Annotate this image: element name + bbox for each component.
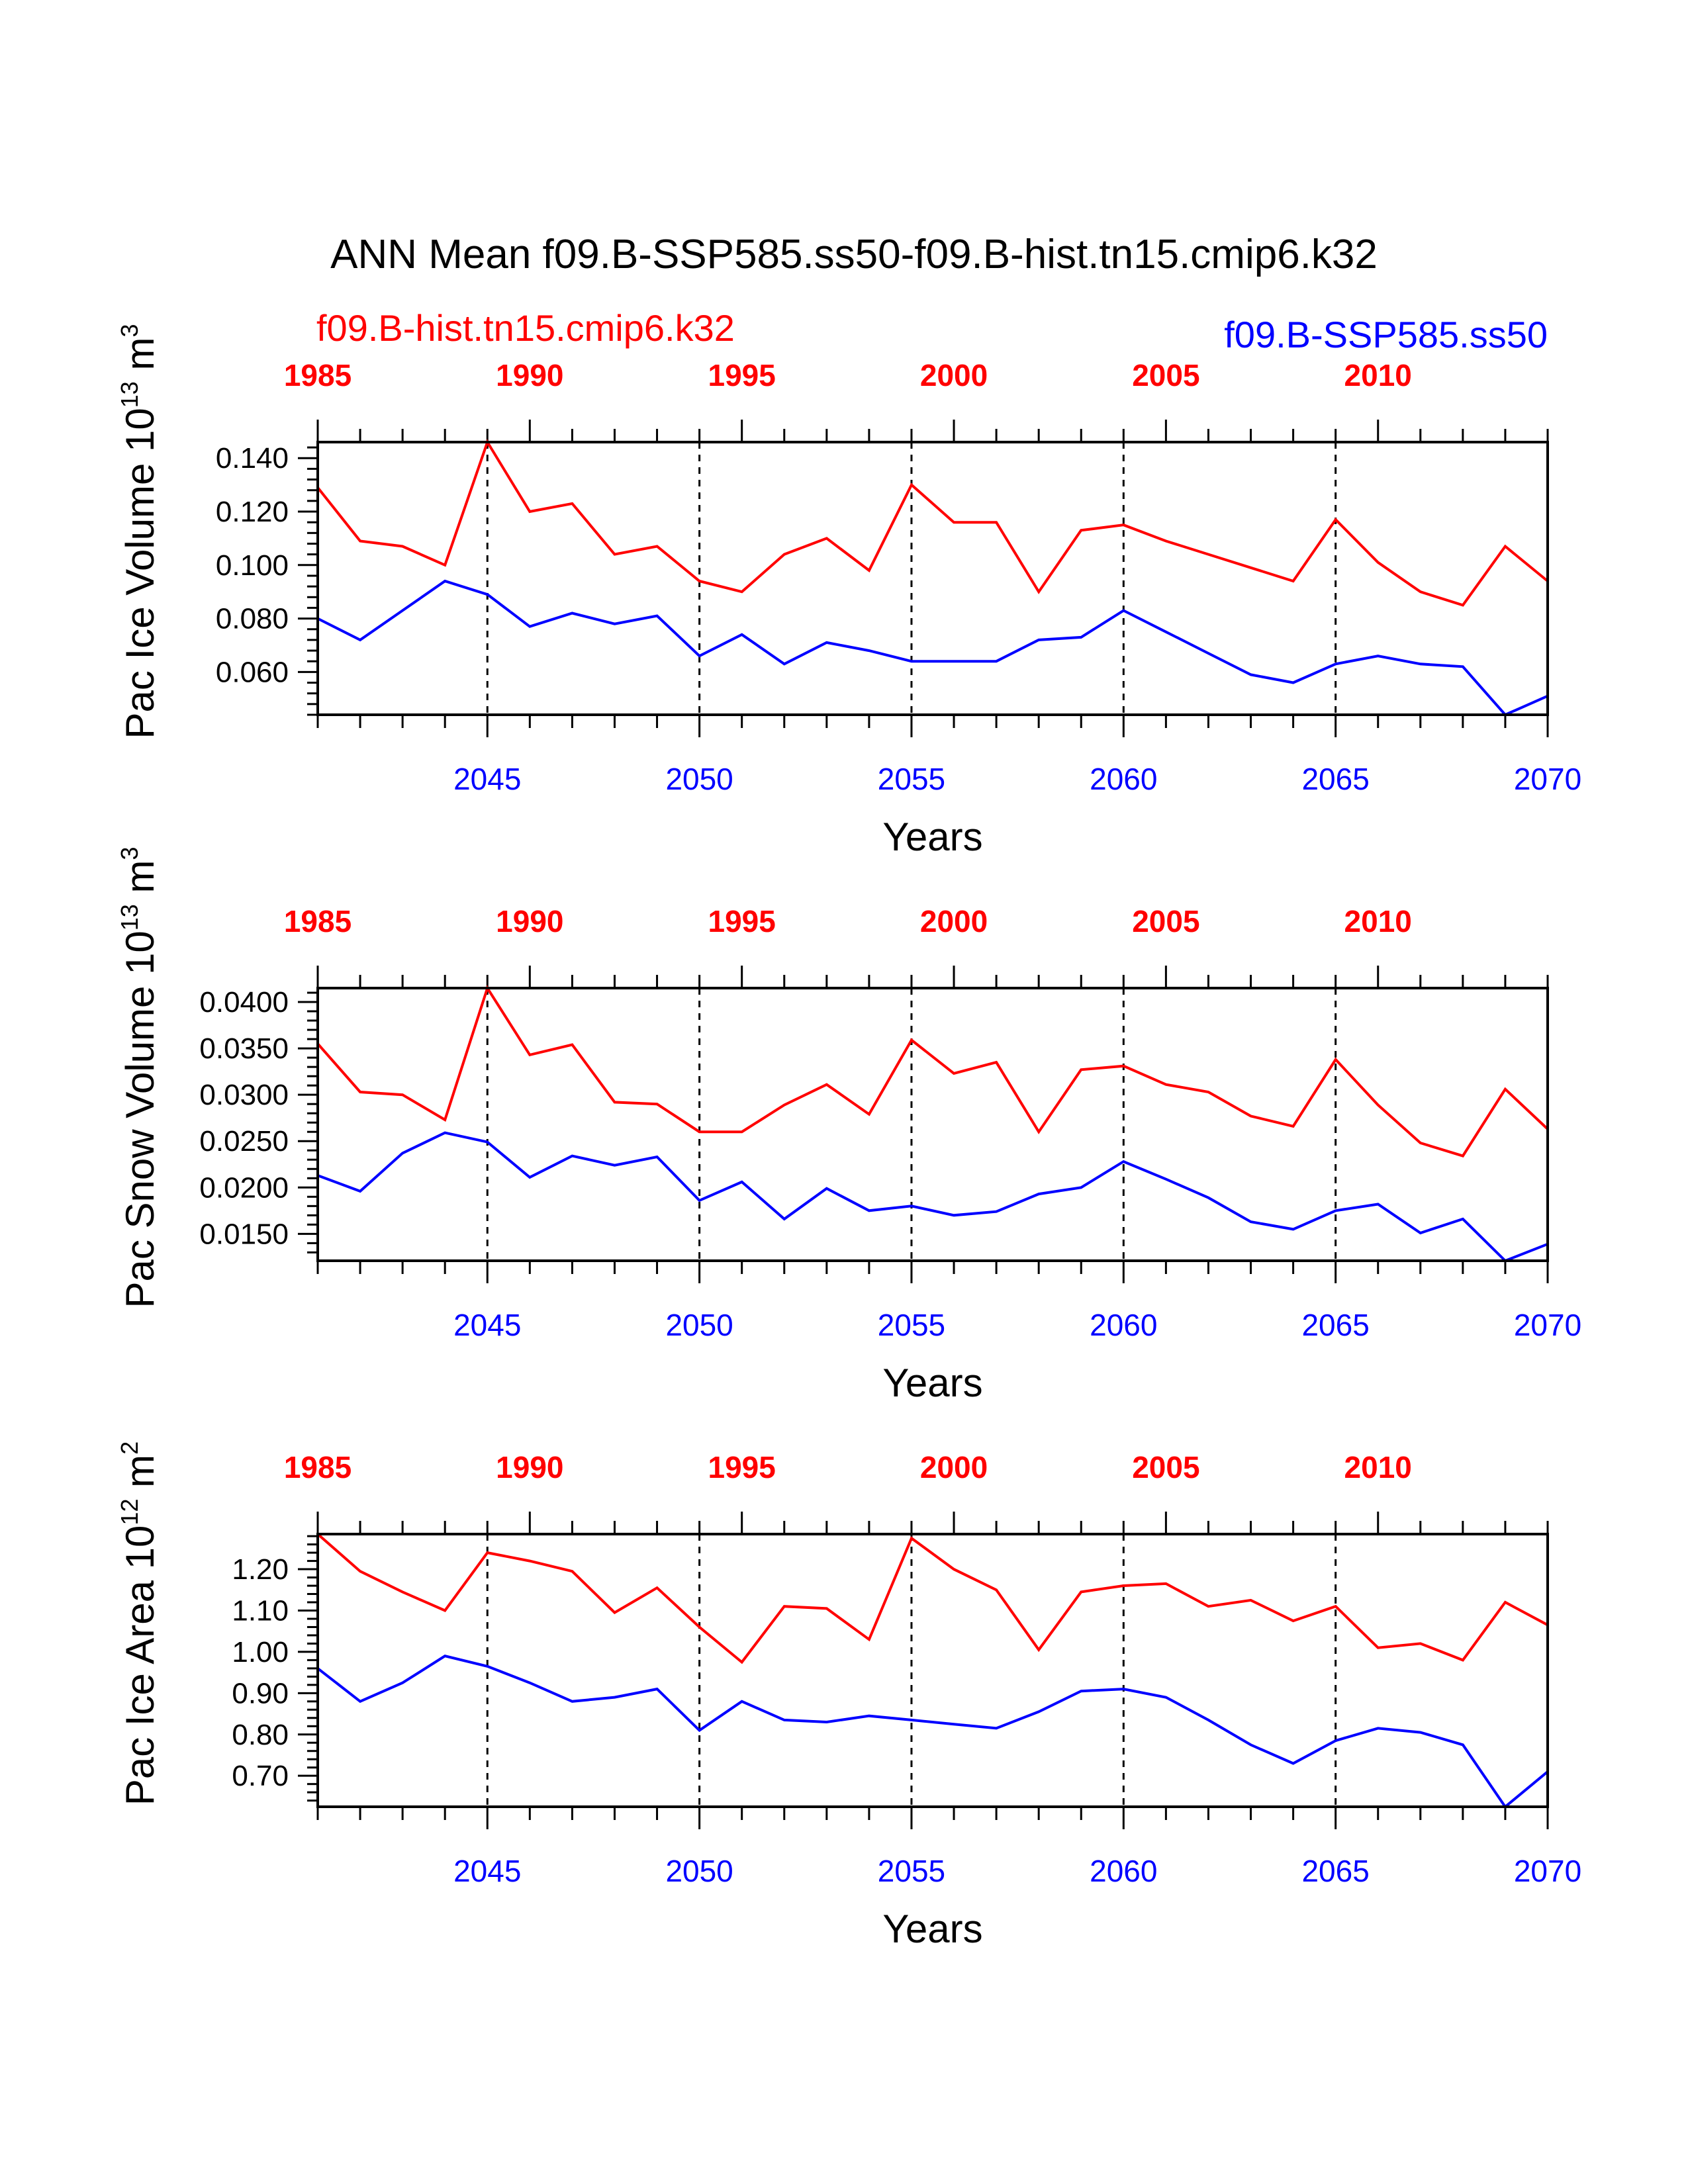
x-tick-label-top: 1990 [496,1450,563,1484]
x-axis-label: Years [882,1907,982,1951]
x-tick-label-bottom: 2055 [878,1308,945,1342]
series-line-hist [316,985,1549,1158]
x-tick-label-bottom: 2060 [1090,1854,1157,1888]
legend-hist-label: f09.B-hist.tn15.cmip6.k32 [316,307,735,349]
figure-title: ANN Mean f09.B-SSP585.ss50-f09.B-hist.tn… [330,232,1378,277]
x-tick-label-bottom: 2045 [453,1854,521,1888]
series-line-hist [316,1533,1548,1664]
x-tick-label-top: 1995 [708,358,776,392]
x-tick-label-bottom: 2070 [1514,1308,1581,1342]
y-axis-label-superscript: 12 [116,1499,143,1525]
y-tick-label: 0.90 [232,1677,289,1709]
x-tick-label-top: 2005 [1132,358,1199,392]
x-tick-label-bottom: 2055 [878,762,945,796]
y-tick-label: 1.00 [232,1636,289,1668]
y-axis-label-part: m [118,1455,162,1499]
panel-2: 0.0150 0.0200 0.0250 0.0300 0.0350 0.0400 2045… [116,846,1581,1405]
plot-frame [316,1533,1549,1808]
x-tick-label-bottom: 2060 [1090,762,1157,796]
y-axis-label-superscript: 2 [116,1441,143,1455]
x-tick-label-top: 1985 [284,358,352,392]
y-axis-label-superscript: 3 [116,846,143,860]
y-axis-label: Pac Snow Volume 1013 m3 [116,846,162,1308]
y-tick-label: 0.0250 [199,1125,289,1158]
x-tick-label-bottom: 2050 [665,1854,733,1888]
x-tick-label-bottom: 2065 [1301,1854,1369,1888]
y-tick-label: 0.0300 [199,1079,289,1111]
panels: 0.060 0.080 0.100 0.120 0.140 2045 2050 2055 206… [116,324,1581,1951]
x-tick-label-top: 1985 [284,1450,352,1484]
y-tick-label: 0.100 [216,549,289,582]
x-tick-label-top: 1990 [496,904,563,938]
x-tick-label-bottom: 2050 [665,762,733,796]
series-line-ssp [316,1655,1549,1809]
x-tick-label-bottom: 2045 [453,1308,521,1342]
panel-3: 0.70 0.80 0.90 1.00 1.10 1.20 2045 2050 2055 2060… [116,1441,1581,1951]
x-tick-label-bottom: 2070 [1514,1854,1581,1888]
x-tick-label-top: 2010 [1344,1450,1412,1484]
legend-ssp-label: f09.B-SSP585.ss50 [1224,314,1548,355]
x-tick-label-bottom: 2070 [1514,762,1581,796]
y-tick-label: 0.140 [216,442,289,475]
y-axis-label-part: Pac Snow Volume 10 [118,931,162,1308]
y-axis-label-part: m [118,860,162,904]
panel-1: 0.060 0.080 0.100 0.120 0.140 2045 2050 2055 206… [116,324,1581,859]
x-tick-label-top: 2005 [1132,1450,1199,1484]
y-tick-label: 1.10 [232,1594,289,1627]
x-tick-label-top: 1995 [708,904,776,938]
x-tick-label-top: 2010 [1344,358,1412,392]
x-tick-label-bottom: 2060 [1090,1308,1157,1342]
y-axis-label-part: m [118,338,162,382]
x-tick-label-top: 2000 [920,1450,988,1484]
plot-frame [316,441,1549,716]
x-tick-label-bottom: 2065 [1301,1308,1369,1342]
x-axis-label: Years [882,815,982,859]
y-tick-label: 0.0350 [199,1032,289,1065]
x-tick-label-bottom: 2055 [878,1854,945,1888]
y-axis-label-part: Pac Ice Area 10 [118,1525,162,1806]
y-axis-label: Pac Ice Volume 1013 m3 [116,324,162,739]
x-axis-label: Years [882,1361,982,1405]
x-tick-label-top: 2010 [1344,904,1412,938]
y-tick-label: 0.0400 [199,986,289,1019]
x-tick-label-top: 2000 [920,904,988,938]
y-axis-label: Pac Ice Area 1012 m2 [116,1441,162,1805]
x-tick-label-bottom: 2045 [453,762,521,796]
x-tick-label-top: 1985 [284,904,352,938]
x-tick-label-top: 2000 [920,358,988,392]
y-axis-label-superscript: 3 [116,324,143,337]
series-line-ssp [317,579,1548,717]
y-tick-label: 0.80 [232,1719,289,1751]
series-line-ssp [317,1131,1548,1263]
y-tick-label: 1.20 [232,1553,289,1586]
y-tick-label: 0.080 [216,603,289,635]
y-tick-label: 0.0150 [199,1218,289,1250]
y-tick-label: 0.0200 [199,1171,289,1204]
x-tick-label-top: 1990 [496,358,563,392]
y-tick-label: 0.120 [216,496,289,528]
y-axis-label-part: Pac Ice Volume 10 [118,408,162,739]
series-line-hist [316,439,1549,607]
x-tick-label-top: 1995 [708,1450,776,1484]
y-axis-label-superscript: 13 [116,904,143,931]
x-tick-label-bottom: 2065 [1301,762,1369,796]
y-tick-label: 0.70 [232,1760,289,1792]
y-axis-label-superscript: 13 [116,381,143,408]
y-tick-label: 0.060 [216,656,289,688]
plot-frame [316,987,1549,1262]
x-tick-label-top: 2005 [1132,904,1199,938]
x-tick-label-bottom: 2050 [665,1308,733,1342]
